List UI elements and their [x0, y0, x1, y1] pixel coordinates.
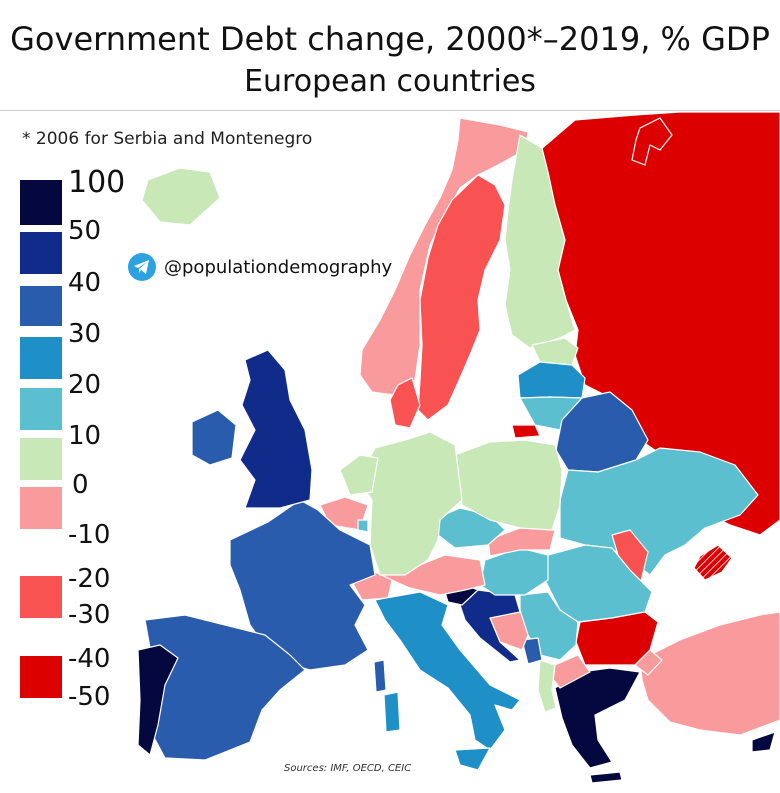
country-austria	[379, 554, 486, 596]
country-turkey-thrace	[634, 649, 663, 676]
social-handle-text: @populationdemography	[164, 256, 393, 278]
country-ukraine	[559, 447, 759, 576]
social-handle[interactable]: @populationdemography	[128, 252, 392, 282]
country-portugal	[137, 644, 179, 756]
country-sweden	[417, 174, 506, 421]
legend-swatch	[20, 656, 62, 698]
country-sardinia	[383, 691, 401, 733]
legend-label: -20	[68, 564, 111, 594]
legend-label: -30	[68, 600, 111, 630]
telegram-icon	[128, 253, 156, 281]
legend-label: 30	[68, 319, 102, 349]
country-kaliningrad	[511, 424, 541, 439]
europe-map	[137, 111, 780, 784]
legend-swatch	[20, 438, 62, 480]
legend-swatch	[20, 180, 62, 225]
country-ireland	[191, 409, 237, 466]
country-germany	[357, 431, 463, 576]
legend-swatch	[20, 487, 62, 529]
legend-label: 10	[68, 421, 102, 451]
legend-label: 50	[68, 216, 102, 246]
country-albania	[537, 659, 557, 713]
country-crimea	[693, 544, 733, 581]
map-subtitle: European countries	[244, 64, 536, 99]
legend-label: -50	[68, 682, 111, 712]
country-turkey	[639, 611, 780, 736]
country-uk	[239, 349, 313, 509]
title-area: Government Debt change, 2000*–2019, % GD…	[0, 0, 780, 111]
country-cyprus	[751, 731, 776, 753]
legend-label: 100	[68, 165, 126, 200]
legend-label: -40	[68, 644, 111, 674]
country-greece	[554, 667, 641, 769]
legend-label: 40	[68, 268, 102, 298]
map-title: Government Debt change, 2000*–2019, % GD…	[10, 20, 770, 58]
legend-swatch	[20, 286, 62, 326]
country-russia-north-island	[631, 117, 673, 166]
country-estonia	[531, 337, 579, 366]
country-luxembourg	[357, 519, 369, 533]
legend-swatch	[20, 576, 62, 618]
country-netherlands	[339, 454, 379, 496]
country-latvia	[517, 361, 586, 399]
country-france	[229, 499, 376, 671]
country-italy	[374, 591, 521, 751]
legend-label: 0	[72, 470, 89, 500]
sources-note: Sources: IMF, OECD, CEIC	[284, 763, 412, 774]
legend-label: 20	[68, 370, 102, 400]
legend-label: -10	[68, 520, 111, 550]
country-montenegro	[521, 637, 543, 665]
legend-swatch	[20, 232, 62, 274]
footnote: * 2006 for Serbia and Montenegro	[22, 129, 313, 149]
country-sicily	[454, 747, 491, 771]
country-finland	[504, 134, 576, 349]
country-crete	[589, 771, 623, 784]
legend-swatch	[20, 337, 62, 379]
country-iceland	[141, 167, 221, 226]
country-belarus	[555, 391, 649, 473]
country-poland	[454, 439, 563, 531]
country-corsica	[373, 659, 387, 693]
legend-swatch	[20, 388, 62, 430]
country-denmark	[389, 377, 421, 429]
